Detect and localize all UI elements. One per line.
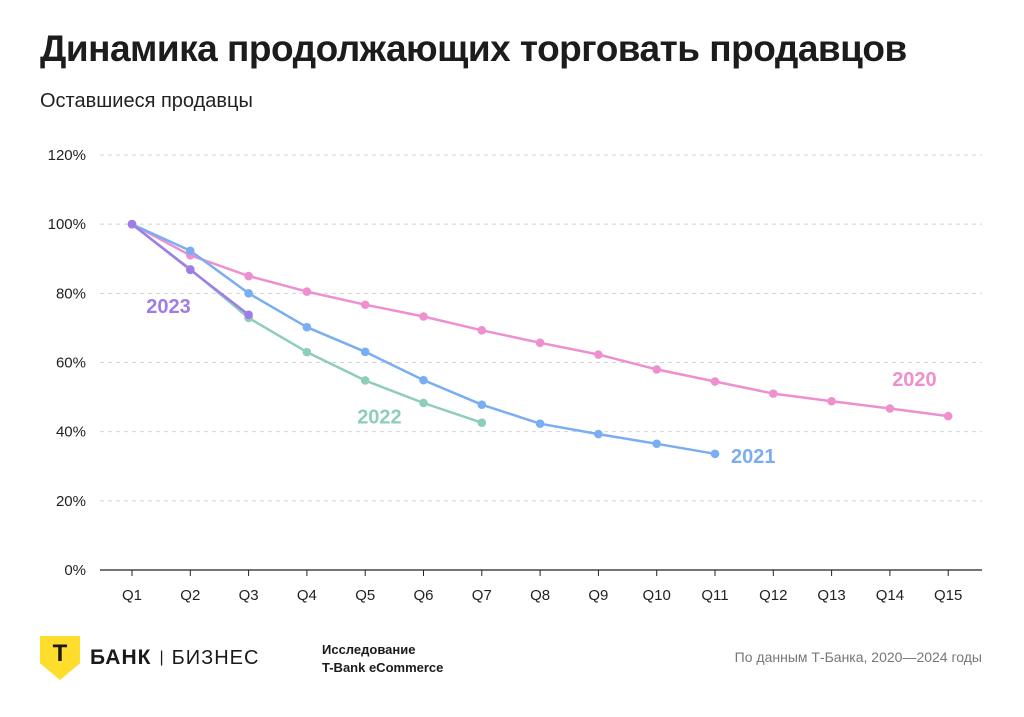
research-credit: Исследование T-Bank eCommerce: [322, 641, 443, 677]
series-points: [127, 219, 953, 459]
data-point-2020: [244, 271, 253, 281]
x-tick-label: Q15: [934, 587, 962, 604]
y-tick-label: 120%: [48, 147, 86, 164]
y-tick-label: 60%: [56, 355, 86, 372]
x-tick-label: Q10: [643, 587, 671, 604]
data-point-2023: [244, 310, 253, 320]
series-label-2022: 2022: [357, 406, 402, 428]
data-point-2023: [127, 219, 137, 229]
data-point-2020: [885, 404, 895, 413]
data-point-2023: [186, 265, 195, 275]
research-line-1: Исследование: [322, 642, 416, 657]
data-point-2020: [710, 377, 720, 386]
brand-sub: БИЗНЕС: [171, 646, 260, 669]
data-point-2021: [594, 429, 603, 439]
x-axis: Q1 Q2 Q3 Q4 Q5 Q6 Q7 Q8 Q9 Q10 Q11 Q12 Q13 Q14 Q15: [100, 569, 982, 604]
x-tick-label: Q11: [701, 587, 728, 604]
brand-separator: |: [159, 649, 164, 666]
data-point-2020: [594, 350, 603, 359]
series-line-2021: [131, 223, 716, 456]
logo-letter: Т: [52, 640, 68, 667]
data-point-2020: [302, 287, 312, 296]
x-tick-label: Q7: [472, 587, 492, 604]
data-point-2020: [419, 312, 428, 321]
x-tick-label: Q13: [817, 587, 845, 604]
data-point-2021: [535, 419, 545, 429]
tbank-shield-icon: Т: [40, 636, 80, 680]
x-tick-label: Q9: [588, 587, 608, 604]
y-tick-label: 40%: [56, 424, 86, 441]
data-point-2021: [302, 322, 312, 332]
data-point-2022: [419, 398, 428, 408]
y-tick-label: 100%: [48, 216, 86, 233]
y-tick-label: 20%: [56, 493, 86, 510]
data-point-2021: [186, 246, 195, 256]
y-axis-ticks: 0% 20% 40% 60% 80% 100% 120%: [48, 147, 86, 579]
data-point-2020: [769, 389, 778, 398]
series-labels: 2020 2021 2022 2023: [146, 296, 936, 468]
x-tick-label: Q4: [297, 587, 317, 604]
data-point-2020: [535, 338, 545, 348]
data-point-2021: [244, 289, 253, 298]
data-point-2020: [477, 326, 487, 335]
series-label-2021: 2021: [731, 446, 776, 468]
x-tick-label: Q8: [530, 587, 550, 604]
x-tick-label: Q5: [355, 587, 375, 604]
data-point-2020: [360, 300, 370, 310]
series-label-2023: 2023: [146, 296, 191, 318]
x-tick-label: Q3: [239, 587, 259, 604]
data-point-2021: [710, 449, 720, 459]
grid-lines: [100, 154, 982, 502]
x-tick-label: Q6: [413, 587, 433, 604]
data-point-2021: [652, 439, 661, 449]
data-point-2020: [827, 396, 836, 406]
data-point-2020: [652, 365, 661, 374]
tbank-business-logo: Т БАНК | БИЗНЕС: [40, 636, 259, 680]
y-tick-label: 80%: [56, 285, 86, 302]
y-tick-label: 0%: [64, 562, 86, 579]
chart-title: Динамика продолжающих торговать продавцо…: [40, 28, 907, 69]
research-line-2: T-Bank eCommerce: [322, 660, 444, 675]
data-point-2022: [302, 347, 312, 357]
data-point-2022: [477, 418, 487, 427]
x-tick-label: Q14: [876, 587, 904, 604]
x-tick-label: Q2: [180, 587, 200, 604]
source-note: По данным Т-Банка, 2020—2024 годы: [734, 649, 982, 665]
x-tick-label: Q12: [759, 587, 787, 604]
series-label-2020: 2020: [892, 369, 937, 391]
chart-subtitle: Оставшиеся продавцы: [40, 90, 253, 112]
data-point-2021: [360, 347, 370, 357]
brand-name: БАНК: [90, 646, 152, 669]
data-point-2020: [943, 411, 953, 421]
data-point-2021: [477, 400, 487, 409]
x-tick-label: Q1: [122, 587, 142, 604]
data-point-2021: [419, 375, 428, 385]
data-point-2022: [360, 376, 370, 385]
